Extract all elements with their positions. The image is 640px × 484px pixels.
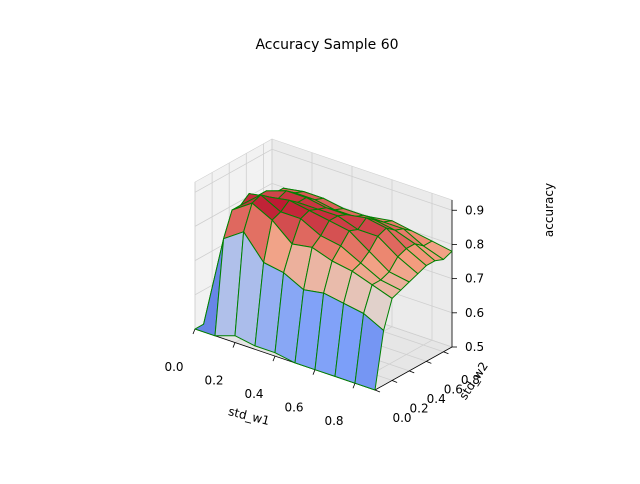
x-tick-mark-2	[272, 355, 276, 362]
grid-z-4	[194, 148, 453, 211]
y-tick-label-4: 0.8	[461, 373, 480, 387]
x-tick-label-2: 0.4	[244, 387, 263, 401]
z-tick-label-3: 0.8	[465, 237, 484, 251]
x-tick-mark-4	[352, 383, 356, 389]
y-tick-mark-0	[374, 389, 381, 393]
x-tick-label-3: 0.6	[284, 401, 303, 415]
x-tick-mark-3	[312, 369, 316, 375]
y-tick-mark-1	[391, 380, 398, 383]
x-tick-mark-0	[192, 328, 196, 335]
y-tick-mark-4	[443, 351, 449, 355]
x-tick-label-0: 0.0	[164, 360, 183, 374]
y-tick-label-1: 0.2	[410, 401, 429, 415]
y-tick-label-3: 0.6	[444, 382, 463, 396]
y-tick-label-0: 0.0	[392, 411, 411, 425]
y-axis-line	[374, 346, 453, 391]
y-tick-mark-2	[409, 370, 415, 374]
z-tick-label-0: 0.5	[465, 340, 484, 354]
x-axis-label: std_w1	[227, 404, 271, 428]
chart-title: Accuracy Sample 60	[255, 37, 398, 53]
tick-labels: 0.00.20.40.60.8 0.00.20.40.60.80.50.60.70…	[164, 203, 484, 428]
z-axis-label: accuracy	[542, 183, 556, 237]
x-tick-label-4: 0.8	[324, 414, 343, 428]
x-tick-label-1: 0.2	[204, 374, 223, 388]
z-tick-label-1: 0.6	[465, 306, 484, 320]
surface-mesh	[194, 187, 453, 391]
y-tick-label-2: 0.4	[427, 392, 446, 406]
surface-quad-8-0	[354, 313, 385, 391]
z-tick-label-4: 0.9	[465, 203, 484, 217]
x-tick-mark-1	[232, 342, 236, 348]
y-tick-mark-3	[426, 360, 432, 364]
z-tick-label-2: 0.7	[465, 272, 484, 286]
